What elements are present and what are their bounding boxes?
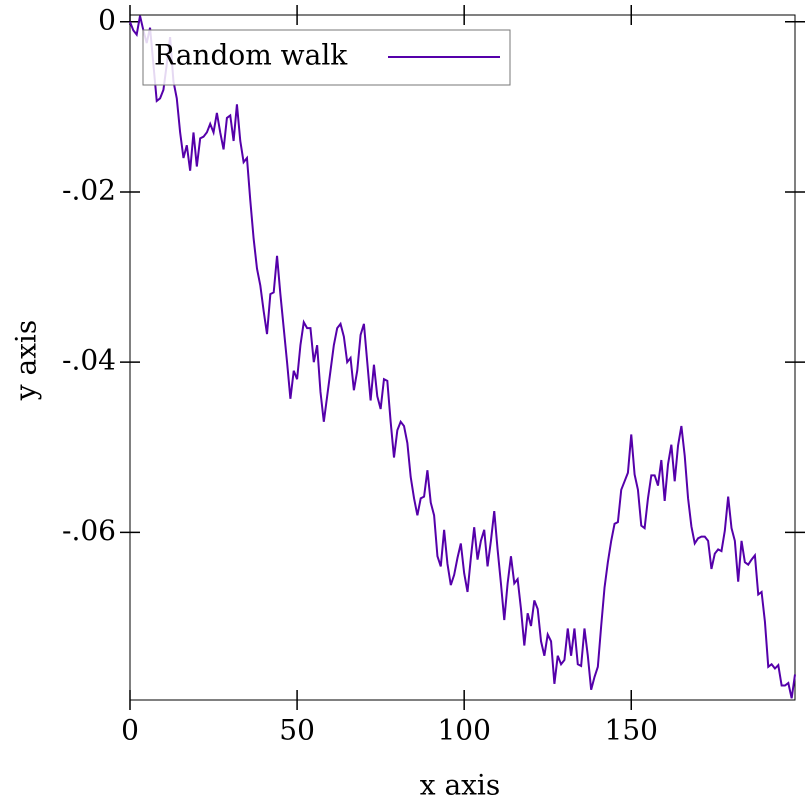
- y-tick-label: 0: [98, 3, 116, 36]
- y-axis-label: y axis: [10, 320, 43, 402]
- x-tick-label: 0: [121, 714, 139, 747]
- data-line: [129, 15, 796, 699]
- y-tick-label: -.02: [62, 173, 116, 206]
- x-tick-label: 100: [437, 714, 490, 747]
- y-tick-label: -.06: [62, 514, 116, 547]
- x-tick-label: 150: [605, 714, 658, 747]
- legend-label: Random walk: [154, 39, 348, 72]
- y-tick-label: -.04: [62, 344, 116, 377]
- x-tick-label: 50: [279, 714, 315, 747]
- x-axis-label: x axis: [420, 769, 501, 802]
- plot-frame: [129, 14, 796, 701]
